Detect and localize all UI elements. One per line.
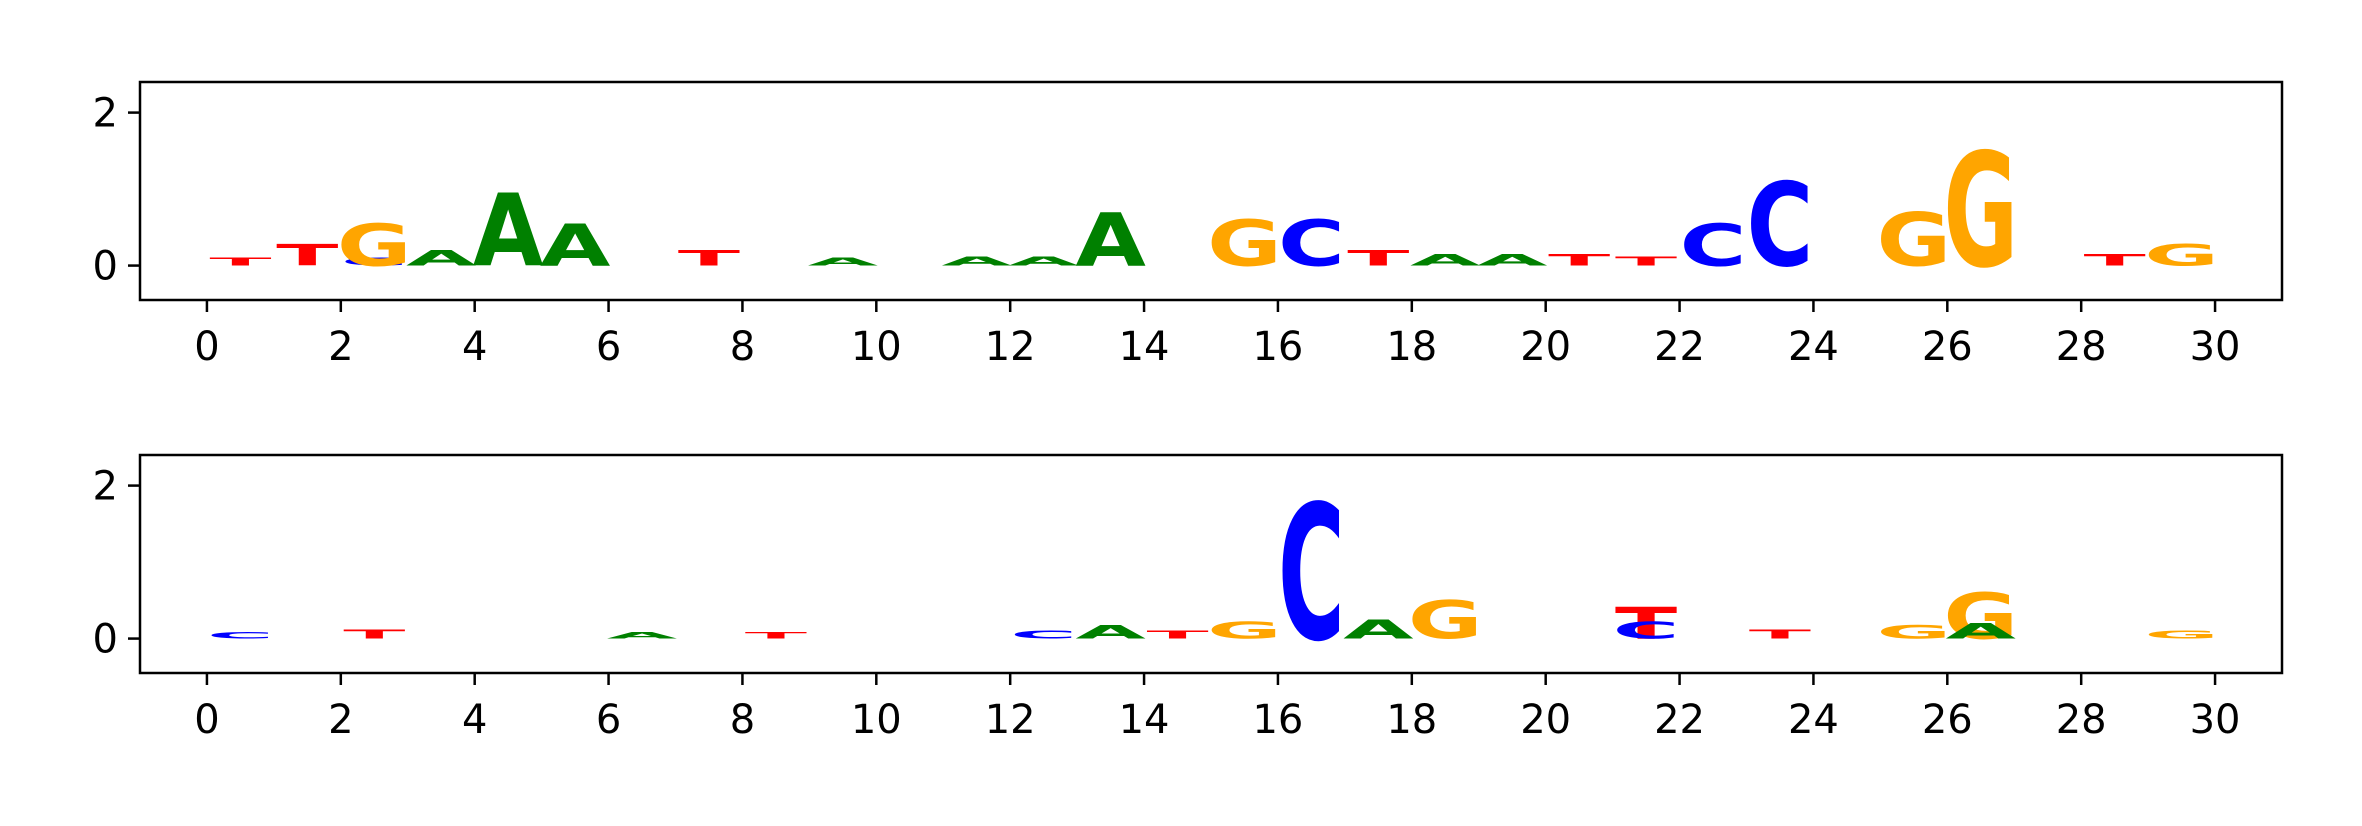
- x-tick-label: 16: [1252, 324, 1303, 370]
- x-tick-label: 20: [1520, 324, 1571, 370]
- logo-letter-small: G: [2144, 629, 2219, 641]
- logo-letter-G: G: [337, 212, 412, 279]
- logo-letter-small: T: [1548, 251, 1611, 269]
- x-tick-label: 8: [730, 324, 755, 370]
- logo-letter-G: G: [1207, 617, 1282, 644]
- x-tick-label: 4: [462, 697, 487, 743]
- logo-letter-small: A: [406, 246, 477, 270]
- x-tick-label: 2: [328, 324, 353, 370]
- logo-letter-small: C: [1010, 629, 1077, 641]
- x-tick-label: 22: [1654, 324, 1705, 370]
- logo-letter-T: T: [1615, 598, 1677, 649]
- x-tick-label: 10: [851, 324, 902, 370]
- logo-letter-small: T: [1146, 629, 1208, 641]
- logo-letter-small: C: [207, 631, 274, 641]
- logo-letter-A: A: [473, 173, 544, 290]
- logo-letter-A: A: [1343, 614, 1414, 644]
- x-tick-label: 22: [1654, 697, 1705, 743]
- y-tick-label: 0: [93, 244, 118, 290]
- logo-letter-small: A: [941, 254, 1012, 269]
- logo-letter-A: A: [1946, 619, 2017, 643]
- x-tick-label: 26: [1922, 697, 1973, 743]
- x-tick-label: 16: [1252, 697, 1303, 743]
- logo-letter-small: T: [2084, 251, 2147, 269]
- x-tick-label: 18: [1386, 324, 1437, 370]
- logo-letter-small: C: [341, 256, 408, 268]
- x-tick-label: 14: [1119, 697, 1170, 743]
- logo-letter-G: G: [1876, 197, 1951, 283]
- x-tick-label: 30: [2190, 697, 2241, 743]
- logo-letter-small: A: [1008, 254, 1079, 269]
- x-tick-label: 8: [730, 697, 755, 743]
- logo-letter-A: A: [540, 212, 611, 279]
- logo-letter-G: G: [1408, 590, 1483, 651]
- x-tick-label: 4: [462, 324, 487, 370]
- x-tick-label: 28: [2056, 324, 2107, 370]
- logo-letter-small: T: [209, 256, 271, 268]
- y-tick-label: 0: [93, 617, 118, 663]
- logo-letters: T T CA T A AA T AA T T TG AA A GC C C GG G: [209, 121, 2219, 303]
- logo-panel-top: T T CA T A AA T AA T T TG AA A GC C C GG G0 2 4 6 8 10 12 14 16 18…: [93, 80, 2284, 370]
- logo-letter-small: A: [1410, 251, 1481, 269]
- logo-letter-C: C: [1278, 466, 1345, 683]
- logo-letter-small: T: [678, 246, 740, 270]
- x-tick-label: 24: [1788, 324, 1839, 370]
- logo-letter-A: A: [1075, 197, 1146, 283]
- logo-letter-small: T: [343, 627, 405, 642]
- x-tick-label: 6: [596, 324, 621, 370]
- logo-letter-G: G: [1876, 621, 1951, 643]
- x-tick-label: 28: [2056, 697, 2107, 743]
- x-tick-label: 10: [851, 697, 902, 743]
- x-tick-label: 12: [985, 697, 1036, 743]
- x-tick-label: 30: [2190, 324, 2241, 370]
- x-tick-label: 0: [194, 324, 219, 370]
- logo-letter-small: A: [808, 256, 879, 268]
- logo-letter-small: T: [276, 238, 338, 272]
- axes-frame: [138, 80, 2284, 302]
- y-tick-label: 2: [93, 91, 118, 137]
- axes-frame: [138, 453, 2284, 675]
- x-tick-label: 24: [1788, 697, 1839, 743]
- logo-letter-G: G: [1943, 581, 2018, 654]
- logo-letter-C: C: [1680, 212, 1747, 279]
- x-tick-label: 14: [1119, 324, 1170, 370]
- logo-letter-small: T: [1615, 254, 1677, 269]
- logo-letter-small: T: [745, 631, 807, 641]
- logo-letter-G: G: [2144, 238, 2219, 272]
- logo-letter-G: G: [1207, 208, 1282, 281]
- x-tick-label: 2: [328, 697, 353, 743]
- x-tick-label: 18: [1386, 697, 1437, 743]
- x-tick-label: 12: [985, 324, 1036, 370]
- logo-letter-C: C: [1613, 617, 1680, 644]
- x-tick-label: 6: [596, 697, 621, 743]
- logo-letter-small: A: [607, 631, 678, 641]
- x-tick-label: 20: [1520, 697, 1571, 743]
- logo-letter-G: G: [1943, 121, 2018, 303]
- logo-letter-small: T: [1347, 246, 1409, 270]
- y-tick-label: 2: [93, 464, 118, 510]
- logo-letter-small: A: [1075, 621, 1146, 643]
- logo-letter-C: C: [1278, 208, 1345, 281]
- logo-letter-small: T: [1749, 627, 1811, 642]
- logo-letter-C: C: [1747, 160, 1814, 293]
- logo-letter-small: A: [1477, 251, 1548, 269]
- x-tick-label: 26: [1922, 324, 1973, 370]
- x-tick-label: 0: [194, 697, 219, 743]
